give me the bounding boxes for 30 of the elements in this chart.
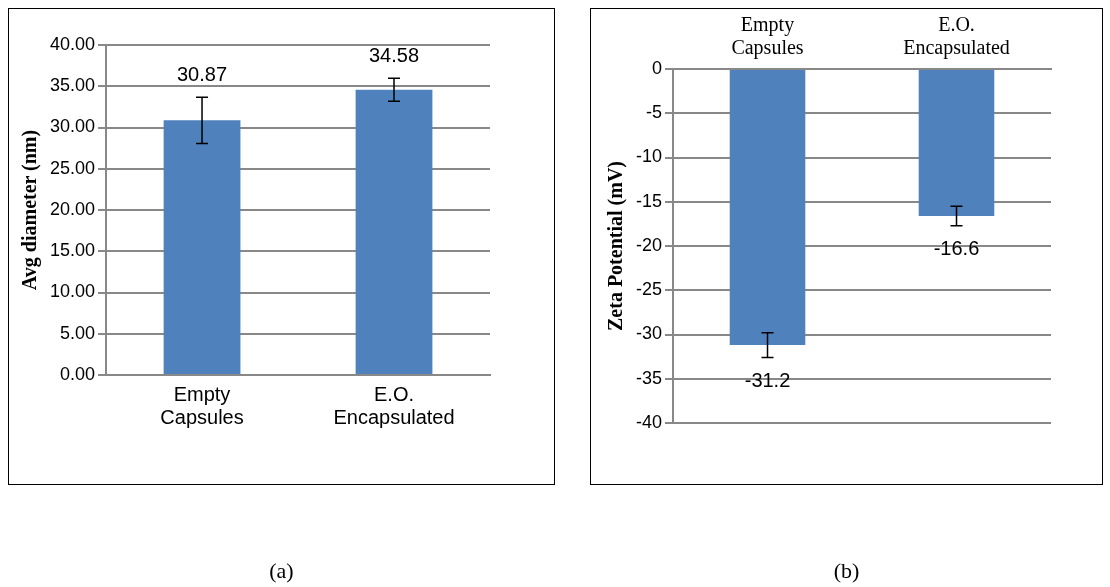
y-tick-label: -10 [636, 146, 663, 167]
data-label: 30.87 [177, 62, 228, 85]
y-tick-label: 20.00 [50, 198, 96, 219]
data-label: 34.58 [368, 43, 420, 66]
text: (a) [268, 558, 295, 584]
y-tick-label: 5.00 [60, 322, 96, 343]
y-tick-label: 10.00 [50, 281, 96, 302]
data-label: -16.6 [933, 237, 980, 260]
y-tick-label: 40.00 [50, 33, 96, 54]
x-tick-label: Empty Capsules [731, 12, 804, 59]
y-tick-label: 0 [652, 57, 663, 78]
data-label: -31.2 [744, 369, 791, 392]
y-tick-label: -35 [636, 367, 663, 388]
y-tick-label: -30 [636, 323, 663, 344]
y-tick-label: 15.00 [50, 240, 96, 261]
y-tick-label: -20 [636, 234, 663, 255]
x-tick-label: Empty Capsules [160, 383, 244, 429]
y-tick-label: -5 [646, 102, 663, 123]
text: (b) [832, 558, 861, 584]
y-axis-title: Avg diameter (nm) [18, 129, 42, 291]
y-axis-title: Zeta Potential (mV) [604, 161, 628, 331]
y-tick-label: -25 [636, 279, 663, 300]
x-tick-label: E.O. Encapsulated [333, 383, 455, 429]
y-tick-label: -15 [636, 190, 663, 211]
y-tick-label: 0.00 [60, 363, 96, 384]
y-tick-label: 35.00 [50, 75, 96, 96]
y-tick-label: 30.00 [50, 116, 96, 137]
y-tick-label: -40 [636, 411, 663, 432]
y-tick-label: 25.00 [50, 157, 96, 178]
x-tick-label: E.O. Encapsulated [903, 12, 1010, 59]
